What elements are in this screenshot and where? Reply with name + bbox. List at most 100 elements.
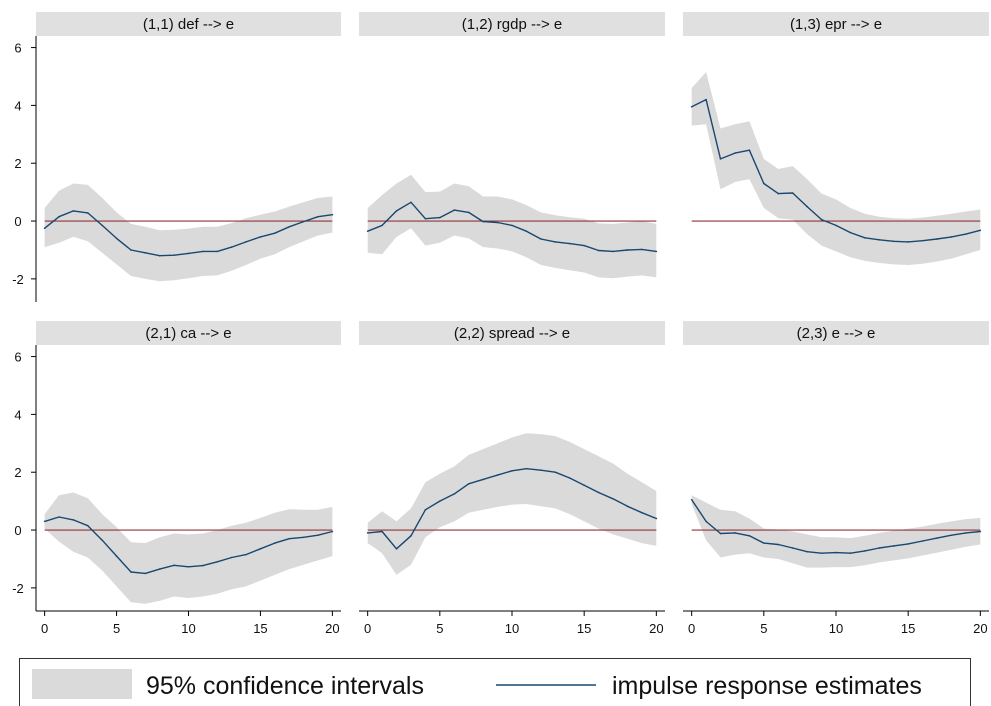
panel-strip <box>683 12 989 36</box>
y-tick-label: 6 <box>14 350 21 365</box>
irf-point <box>734 532 736 534</box>
irf-point <box>612 498 614 500</box>
irf-point <box>655 250 658 253</box>
irf-point <box>453 493 456 495</box>
confidence-band <box>44 492 333 604</box>
irf-point <box>626 249 629 251</box>
irf-point <box>950 534 953 537</box>
irf-point <box>230 556 233 559</box>
irf-point <box>202 250 204 253</box>
irf-point <box>101 539 103 541</box>
irf-point <box>317 215 319 218</box>
panel-title: (2,2) spread --> e <box>454 325 570 342</box>
panel-6: (2,3) e --> e 0 5 10 15 20 <box>683 321 989 636</box>
irf-point <box>467 211 470 214</box>
irf-point <box>424 509 427 511</box>
irf-point <box>748 535 751 537</box>
irf-point <box>144 252 147 254</box>
irf-point <box>381 224 383 227</box>
x-tick-label: 15 <box>901 621 915 636</box>
irf-point <box>849 552 852 554</box>
irf-point <box>288 226 291 228</box>
irf-point <box>72 210 75 212</box>
irf-point <box>583 484 585 487</box>
x-tick-label: 5 <box>113 621 120 636</box>
x-tick-label: 10 <box>829 621 843 636</box>
irf-point <box>892 240 895 243</box>
irf-point <box>302 536 305 539</box>
irf-point <box>719 532 722 535</box>
irf-point <box>130 249 132 251</box>
irf-point <box>568 242 571 245</box>
irf-point <box>86 212 89 214</box>
irf-point <box>72 519 75 521</box>
x-tick-label: 15 <box>577 621 591 636</box>
irf-point <box>230 246 233 248</box>
irf-point <box>690 106 693 108</box>
irf-point <box>525 230 528 232</box>
panel-title: (1,1) def --> e <box>143 16 234 33</box>
irf-point <box>331 530 334 533</box>
panel-1: (1,1) def --> e -2 0 2 4 6 <box>12 12 341 302</box>
irf-point <box>690 498 693 501</box>
x-tick-label: 20 <box>325 621 339 636</box>
irf-point <box>936 238 938 240</box>
panel-strip <box>36 321 341 345</box>
y-tick-label: 6 <box>14 41 21 56</box>
irf-point <box>864 237 866 239</box>
irf-point <box>274 232 276 234</box>
irf-point <box>158 254 161 257</box>
irf-point <box>245 241 247 243</box>
irf-point <box>777 192 780 195</box>
irf-point <box>612 250 614 253</box>
x-tick-label: 0 <box>364 621 371 636</box>
panel-strip <box>36 12 341 36</box>
irf-point <box>554 241 557 243</box>
irf-point <box>496 474 499 476</box>
irf-point <box>115 555 118 557</box>
panel-strip <box>683 321 989 345</box>
irf-point <box>58 516 60 518</box>
irf-point <box>568 477 571 479</box>
irf-point <box>719 158 722 160</box>
irf-point <box>597 491 600 494</box>
irf-point <box>705 520 707 523</box>
irf-point <box>892 545 895 547</box>
irf-point <box>979 229 982 232</box>
panel-title: (1,3) epr --> e <box>790 16 882 33</box>
irf-point <box>965 233 967 235</box>
confidence-band <box>367 174 657 279</box>
irf-point <box>453 209 456 211</box>
irf-point <box>216 250 219 253</box>
irf-point <box>835 224 837 227</box>
irf-point <box>173 254 175 256</box>
irf-point <box>540 469 542 471</box>
irf-point <box>86 524 89 527</box>
irf-point <box>245 553 247 556</box>
irf-point <box>950 236 953 238</box>
irf-point <box>820 218 823 221</box>
irf-point <box>525 467 528 470</box>
irf-point <box>655 517 658 520</box>
irf-point <box>130 571 132 573</box>
irf-point <box>936 537 938 539</box>
y-tick-label: 2 <box>14 156 21 171</box>
irf-point <box>302 220 305 223</box>
irf-point <box>101 224 103 227</box>
irf-point <box>777 543 780 546</box>
irf-point <box>907 543 909 545</box>
x-tick-label: 0 <box>41 621 48 636</box>
irf-point <box>274 542 276 544</box>
confidence-band <box>691 495 981 568</box>
x-tick-label: 15 <box>253 621 267 636</box>
irf-point <box>366 532 369 534</box>
x-tick-label: 5 <box>436 621 443 636</box>
legend-line-label: impulse response estimates <box>612 672 922 700</box>
x-tick-label: 10 <box>505 621 519 636</box>
panel-strip <box>359 321 665 345</box>
irf-point <box>202 564 204 567</box>
irf-point <box>921 540 924 542</box>
legend-box <box>19 658 971 706</box>
irf-point <box>734 152 736 154</box>
irf-point <box>849 231 852 234</box>
